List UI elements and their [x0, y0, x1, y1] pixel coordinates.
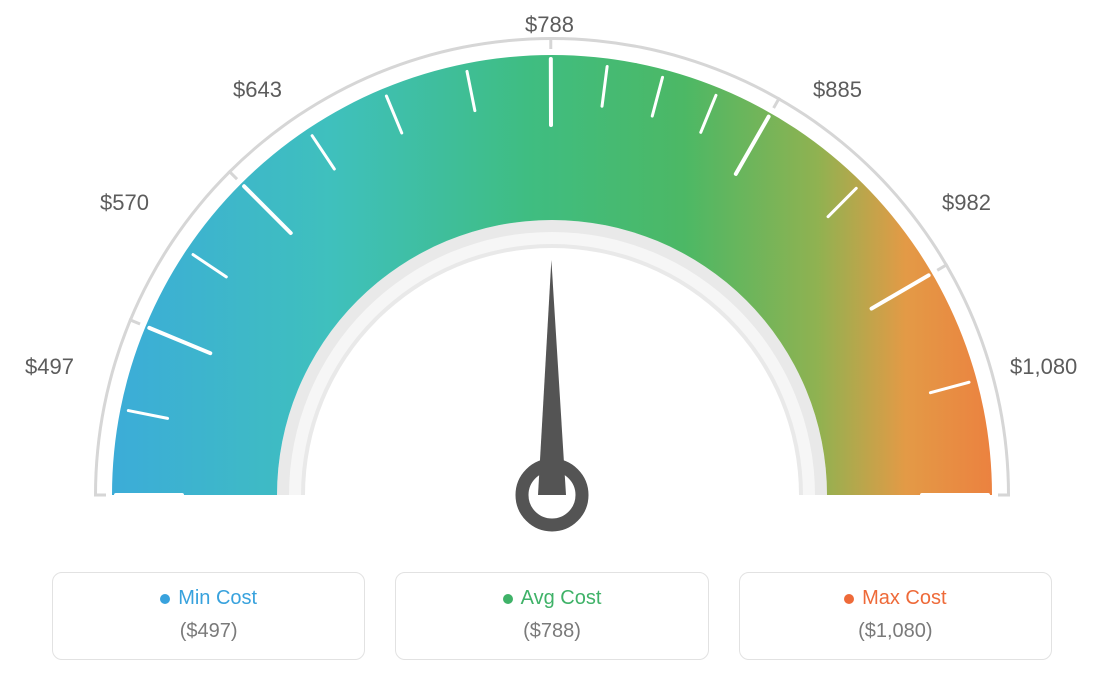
legend-max-cost: Max Cost ($1,080) — [739, 572, 1052, 660]
legend-max-label: Max Cost — [862, 587, 946, 610]
legend-dot-min — [160, 594, 170, 604]
gauge-tick-label: $788 — [525, 12, 574, 38]
legend-min-cost: Min Cost ($497) — [52, 572, 365, 660]
gauge-tick-label: $982 — [942, 190, 991, 216]
legend-avg-label: Avg Cost — [521, 587, 602, 610]
legend-avg-title: Avg Cost — [503, 587, 602, 610]
legend-avg-value: ($788) — [406, 620, 697, 643]
legend-min-label: Min Cost — [178, 587, 257, 610]
legend-dot-avg — [503, 594, 513, 604]
gauge-tick-label: $643 — [233, 77, 282, 103]
gauge-tick-label: $885 — [813, 77, 862, 103]
legend-max-title: Max Cost — [844, 587, 946, 610]
legend-dot-max — [844, 594, 854, 604]
gauge-tick-label: $497 — [25, 354, 74, 380]
gauge-area: $497 $570 $643 $788 $885 $982 $1,080 — [0, 0, 1104, 560]
gauge-tick-label: $570 — [100, 190, 149, 216]
legend-avg-cost: Avg Cost ($788) — [395, 572, 708, 660]
gauge-tick-label: $1,080 — [1010, 354, 1077, 380]
gauge-svg — [0, 0, 1104, 560]
legend-min-value: ($497) — [63, 620, 354, 643]
cost-gauge-chart: $497 $570 $643 $788 $885 $982 $1,080 Min Cost … — [0, 0, 1104, 690]
legend-min-title: Min Cost — [160, 587, 257, 610]
legend-row: Min Cost ($497) Avg Cost ($788) Max Cost… — [52, 572, 1052, 660]
legend-max-value: ($1,080) — [750, 620, 1041, 643]
